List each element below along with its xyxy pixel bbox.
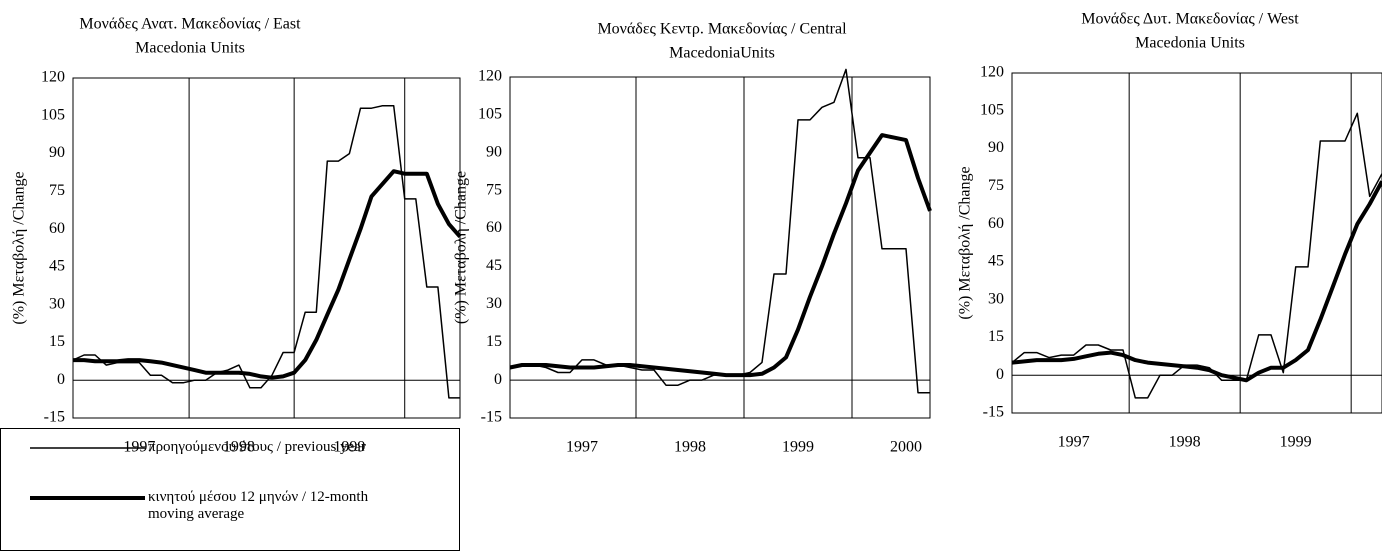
- y-axis-label: (%) Μεταβολή /Change: [11, 171, 28, 324]
- y-tick-label: 15: [988, 328, 1004, 345]
- y-tick-label: 120: [41, 69, 65, 86]
- x-tick-label: 1998: [223, 439, 255, 456]
- y-tick-label: 45: [49, 258, 65, 275]
- x-tick-label: 1997: [566, 439, 598, 456]
- y-tick-label: 75: [486, 181, 502, 198]
- legend-label: κινητού μέσου 12 μηνών / 12-month moving…: [148, 489, 369, 522]
- plot-frame: [72, 77, 461, 419]
- series-line: [1011, 180, 1382, 383]
- chart-title: Macedonia Units: [135, 40, 245, 57]
- y-tick-label: 90: [486, 143, 502, 160]
- series-line: [73, 169, 462, 380]
- x-tick-label: 1999: [333, 439, 365, 456]
- y-tick-label: 45: [988, 253, 1004, 270]
- y-tick-label: 60: [988, 215, 1004, 232]
- y-tick-label: 30: [988, 290, 1004, 307]
- y-tick-label: 0: [494, 371, 502, 388]
- y-tick-label: 60: [486, 219, 502, 236]
- x-tick-label: 1997: [123, 439, 155, 456]
- y-tick-label: 105: [41, 106, 65, 123]
- y-tick-label: 90: [49, 144, 65, 161]
- series-line: [509, 133, 932, 378]
- y-tick-label: 75: [49, 182, 65, 199]
- y-tick-label: 15: [49, 333, 65, 350]
- x-tick-label: 1998: [1169, 434, 1201, 451]
- y-tick-label: -15: [983, 404, 1004, 421]
- plot-frame: [1011, 72, 1382, 414]
- y-tick-label: 75: [988, 177, 1004, 194]
- x-tick-label: 1998: [674, 439, 706, 456]
- y-tick-label: 105: [980, 101, 1004, 118]
- y-tick-label: 15: [486, 333, 502, 350]
- series-line: [72, 104, 460, 399]
- y-tick-label: 0: [57, 371, 65, 388]
- chart-title: Μονάδες Κεντρ. Μακεδονίας / Central: [597, 21, 847, 38]
- legend-label: προηγούμενου έτους / previous year: [148, 439, 366, 455]
- y-tick-label: 105: [478, 106, 502, 123]
- y-tick-label: -15: [481, 409, 502, 426]
- x-tick-label: 2000: [890, 439, 922, 456]
- y-tick-label: 120: [478, 68, 502, 85]
- x-tick-label: 1997: [1058, 434, 1090, 451]
- y-tick-label: 120: [980, 64, 1004, 81]
- y-tick-label: 30: [486, 295, 502, 312]
- chart-title: Μονάδες Ανατ. Μακεδονίας / East: [79, 16, 301, 33]
- series-line: [509, 68, 930, 394]
- y-tick-label: 0: [996, 366, 1004, 383]
- plot-frame: [509, 76, 931, 419]
- x-tick-label: 1999: [1280, 434, 1312, 451]
- chart-title: MacedoniaUnits: [669, 45, 775, 62]
- x-tick-label: 1999: [782, 439, 814, 456]
- y-tick-label: 30: [49, 295, 65, 312]
- chart-title: Macedonia Units: [1135, 35, 1245, 52]
- chart-title: Μονάδες Δυτ. Μακεδονίας / West: [1081, 11, 1299, 28]
- y-tick-label: 60: [49, 220, 65, 237]
- y-axis-label: (%) Μεταβολή /Change: [957, 166, 974, 319]
- y-tick-label: 45: [486, 257, 502, 274]
- y-tick-label: -15: [44, 409, 65, 426]
- y-axis-label: (%) Μεταβολή /Change: [453, 171, 470, 324]
- series-line: [1011, 112, 1382, 399]
- y-tick-label: 90: [988, 139, 1004, 156]
